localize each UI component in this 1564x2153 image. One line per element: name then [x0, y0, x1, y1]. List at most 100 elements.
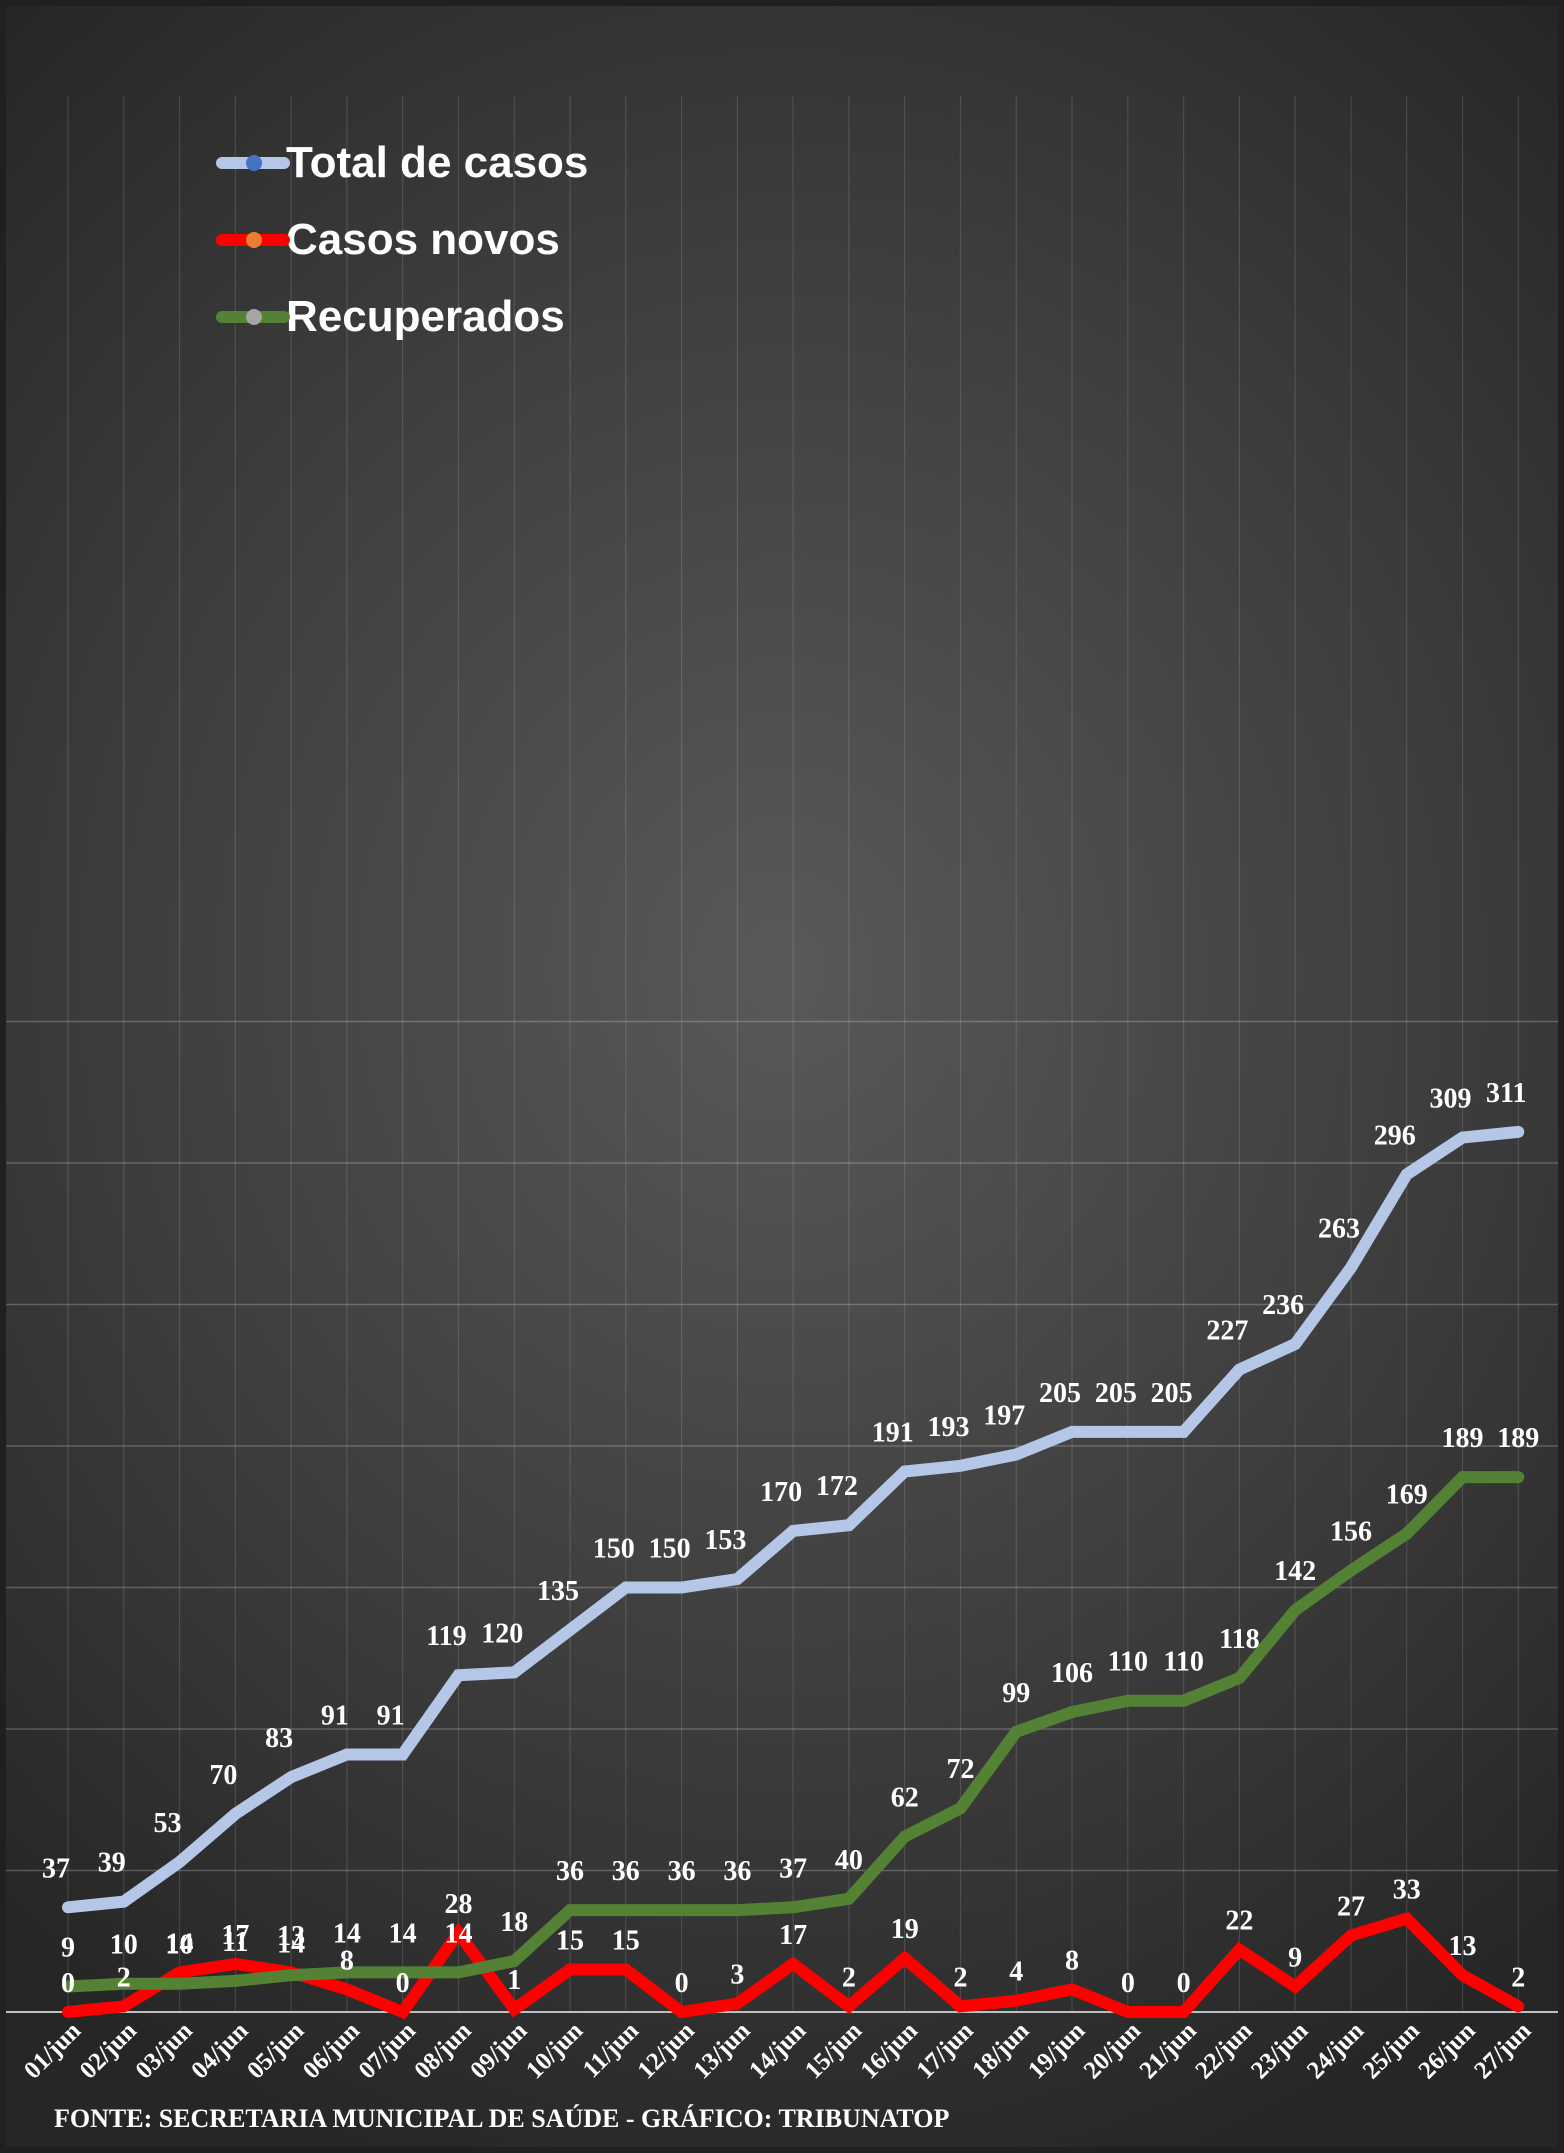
x-tick-label: 01/jun — [19, 2017, 86, 2084]
data-label: 14 — [277, 1928, 305, 1959]
data-label: 36 — [723, 1856, 751, 1887]
data-label: 15 — [612, 1926, 640, 1957]
data-label: 296 — [1374, 1120, 1416, 1151]
source-note: FONTE: SECRETARIA MUNICIPAL DE SAÚDE - G… — [54, 2104, 950, 2133]
data-label: 1 — [507, 1965, 521, 1996]
legend-marker-recovered — [246, 308, 262, 325]
x-tick-label: 17/jun — [911, 2017, 978, 2084]
data-label: 15 — [556, 1926, 584, 1957]
data-label: 28 — [444, 1889, 472, 1920]
data-label: 191 — [872, 1417, 914, 1448]
x-tick-label: 19/jun — [1023, 2017, 1090, 2084]
x-tick-label: 24/jun — [1302, 2017, 1369, 2084]
data-label: 37 — [779, 1853, 807, 1884]
x-tick-label: 21/jun — [1135, 2017, 1202, 2084]
legend: Total de casos Casos novos Recuperados — [216, 124, 588, 355]
x-tick-label: 11/jun — [578, 2017, 644, 2083]
data-label: 2 — [1511, 1962, 1525, 1993]
data-label: 142 — [1274, 1556, 1316, 1587]
data-label: 0 — [396, 1968, 410, 1999]
data-label: 2 — [953, 1962, 967, 1993]
data-label: 2 — [117, 1962, 131, 1993]
x-tick-label: 27/jun — [1469, 2017, 1536, 2084]
data-label: 110 — [1108, 1647, 1148, 1678]
x-tick-label: 25/jun — [1358, 2017, 1425, 2084]
x-tick-label: 10/jun — [521, 2017, 588, 2084]
data-label: 13 — [1449, 1931, 1477, 1962]
data-label: 91 — [321, 1700, 349, 1731]
data-label: 13 — [277, 1921, 305, 1952]
series-line-0 — [62, 1125, 1525, 1914]
data-label: 106 — [1051, 1658, 1093, 1689]
data-label: 205 — [1151, 1378, 1193, 1409]
legend-item-total: Total de casos — [216, 124, 588, 201]
data-label: 27 — [1337, 1892, 1365, 1923]
x-tick-label: 06/jun — [298, 2017, 365, 2084]
data-label: 14 — [444, 1918, 472, 1949]
data-label: 309 — [1430, 1084, 1472, 1115]
data-label: 36 — [612, 1856, 640, 1887]
x-tick-label: 22/jun — [1190, 2017, 1257, 2084]
data-label: 17 — [221, 1920, 249, 1951]
data-label: 205 — [1039, 1378, 1081, 1409]
legend-label-recovered: Recuperados — [286, 291, 565, 341]
data-label: 120 — [481, 1618, 523, 1649]
data-label: 135 — [537, 1576, 579, 1607]
data-label: 172 — [816, 1471, 858, 1502]
data-label: 9 — [1288, 1943, 1302, 1974]
data-label: 72 — [946, 1754, 974, 1785]
x-tick-label: 13/jun — [688, 2017, 755, 2084]
x-tick-label: 08/jun — [409, 2017, 476, 2084]
data-label: 236 — [1262, 1290, 1304, 1321]
legend-item-new: Casos novos — [216, 201, 588, 278]
data-label: 169 — [1386, 1480, 1428, 1511]
x-tick-label: 05/jun — [242, 2017, 309, 2084]
legend-item-recovered: Recuperados — [216, 278, 588, 355]
data-label: 8 — [340, 1945, 354, 1976]
data-label: 0 — [61, 1968, 75, 1999]
data-label: 170 — [760, 1477, 802, 1508]
data-label: 150 — [593, 1534, 635, 1565]
data-label: 83 — [265, 1723, 293, 1754]
x-axis: 01/jun02/jun03/jun04/jun05/jun06/jun07/j… — [6, 2011, 1558, 2084]
x-tick-label: 07/jun — [354, 2017, 421, 2084]
series-line-2 — [62, 1471, 1525, 1993]
data-label: 9 — [61, 1933, 75, 1964]
data-label: 53 — [154, 1808, 182, 1839]
x-tick-label: 14/jun — [744, 2017, 811, 2084]
data-label: 311 — [1486, 1078, 1526, 1109]
data-label: 36 — [668, 1856, 696, 1887]
legend-label-new: Casos novos — [286, 214, 560, 264]
data-label: 91 — [377, 1700, 405, 1731]
legend-marker-new — [246, 231, 262, 248]
data-label: 150 — [649, 1534, 691, 1565]
data-label: 18 — [500, 1907, 528, 1938]
grid-lines — [6, 96, 1558, 2012]
data-label: 36 — [556, 1856, 584, 1887]
data-label: 14 — [333, 1918, 361, 1949]
data-label: 119 — [426, 1621, 466, 1652]
data-label: 205 — [1095, 1378, 1137, 1409]
data-label: 153 — [704, 1525, 746, 1556]
data-label: 189 — [1442, 1423, 1484, 1454]
x-tick-label: 03/jun — [131, 2017, 198, 2084]
data-label: 4 — [1009, 1957, 1023, 1988]
data-label: 99 — [1002, 1678, 1030, 1709]
data-label: 70 — [209, 1760, 237, 1791]
data-label: 2 — [842, 1962, 856, 1993]
line-chart: 01/jun02/jun03/jun04/jun05/jun06/jun07/j… — [6, 96, 1558, 2084]
x-tick-label: 16/jun — [856, 2017, 923, 2084]
data-label: 62 — [891, 1783, 919, 1814]
data-label: 14 — [389, 1918, 417, 1949]
data-label: 189 — [1497, 1423, 1539, 1454]
x-tick-label: 26/jun — [1414, 2017, 1481, 2084]
x-tick-label: 18/jun — [967, 2017, 1034, 2084]
data-label: 11 — [222, 1927, 248, 1958]
data-label: 263 — [1318, 1214, 1360, 1245]
data-label: 17 — [779, 1920, 807, 1951]
data-label: 227 — [1206, 1316, 1248, 1347]
x-tick-label: 20/jun — [1079, 2017, 1146, 2084]
data-label: 14 — [166, 1928, 194, 1959]
data-label: 37 — [42, 1853, 70, 1884]
